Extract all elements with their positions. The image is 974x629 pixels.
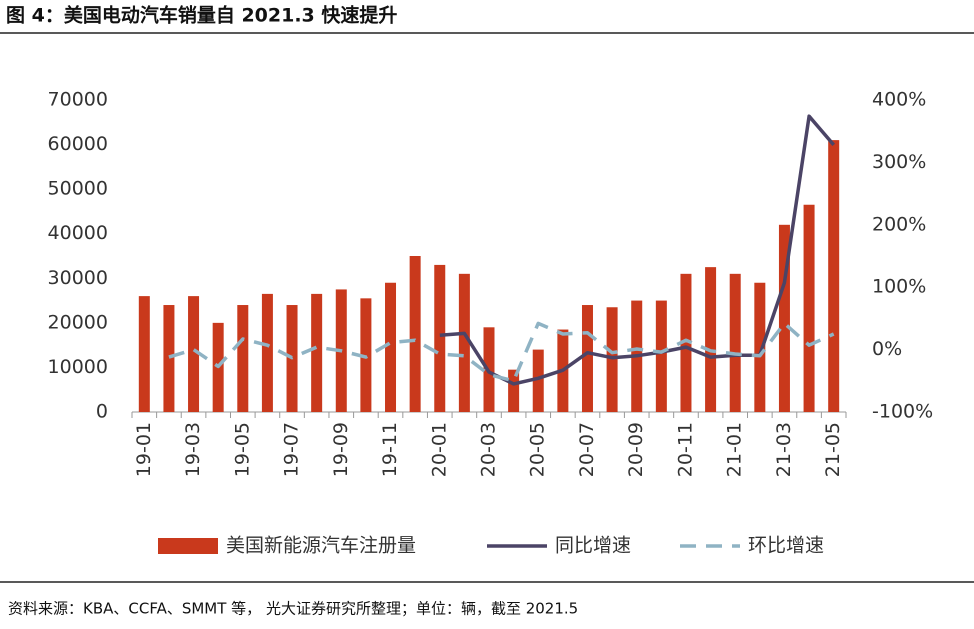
legend-label: 同比增速 [555,535,631,557]
y2-tick-label: -100% [872,401,933,423]
bar [311,293,323,412]
source-note: 资料来源：KBA、CCFA、SMMT 等， 光大证券研究所整理；单位：辆，截至 … [8,600,578,618]
y2-tick-label: 0% [872,338,902,360]
bar [385,282,397,412]
x-tick-label: 20-03 [478,422,500,477]
bar [458,273,470,412]
y-tick-label: 0 [96,401,108,423]
legend-label: 美国新能源汽车注册量 [226,535,416,557]
chart-title: 图 4：美国电动汽车销量自 2021.3 快速提升 [6,4,397,27]
x-tick-label: 21-01 [724,422,746,477]
y2-tick-label: 400% [872,89,926,111]
y2-tick-label: 100% [872,276,926,298]
y2-tick-label: 300% [872,151,926,173]
bar [754,282,766,412]
bar [778,224,790,412]
x-tick-label: 20-05 [527,422,549,477]
bar [237,305,249,412]
y-tick-label: 20000 [48,311,108,333]
bar [606,307,618,412]
x-tick-label: 19-05 [231,422,253,477]
bar [532,349,544,412]
y-tick-label: 50000 [48,178,108,200]
y-tick-label: 40000 [48,222,108,244]
x-tick-label: 19-09 [330,422,352,477]
legend-swatch [158,538,218,554]
bar [409,256,421,412]
x-tick-label: 20-07 [576,422,598,477]
y2-tick-label: 200% [872,213,926,235]
y-tick-label: 60000 [48,133,108,155]
x-tick-label: 20-01 [428,422,450,477]
x-tick-label: 19-03 [182,422,204,477]
bar [581,305,593,412]
x-tick-label: 21-03 [773,422,795,477]
bar [261,293,273,412]
y-tick-label: 70000 [48,89,108,111]
x-tick-label: 19-07 [281,422,303,477]
bar [434,264,446,412]
bar [138,296,150,412]
bar [163,305,175,412]
y-tick-label: 10000 [48,356,108,378]
x-tick-label: 19-11 [379,422,401,477]
bar [828,140,840,412]
dashed-line [168,321,835,383]
x-tick-label: 20-09 [625,422,647,477]
y-tick-label: 30000 [48,267,108,289]
bar [655,300,667,412]
bar [729,273,741,412]
bar [508,369,520,412]
bar [188,296,200,412]
x-tick-label: 20-11 [674,422,696,477]
x-tick-label: 21-05 [822,422,844,477]
legend-label: 环比增速 [748,535,824,557]
x-tick-label: 19-01 [133,422,155,477]
bar [680,273,692,412]
bar [803,204,815,412]
bar [705,267,717,412]
